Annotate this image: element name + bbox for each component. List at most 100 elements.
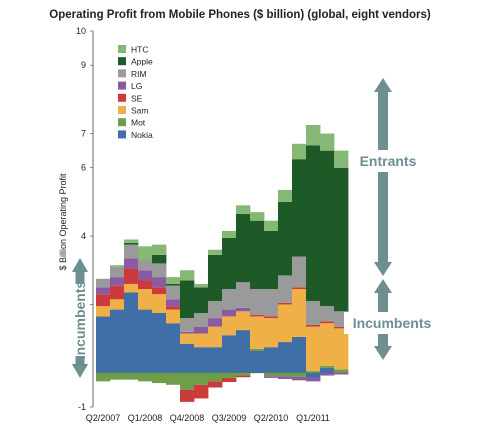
y-tick-label: 9	[81, 60, 86, 70]
bar-segment-sam	[222, 316, 237, 336]
bar-segment-nokia	[124, 292, 139, 373]
x-tick-label: Q1/2008	[128, 413, 163, 423]
incumbents-label-bg	[344, 312, 440, 334]
legend-label-se: SE	[131, 93, 143, 103]
x-tick-label: Q4/2008	[170, 413, 205, 423]
bar-segment-rim	[138, 260, 153, 271]
bar-segment-sam	[208, 326, 223, 348]
bar-segment-se	[306, 324, 321, 327]
bar-segment-htc	[194, 283, 209, 288]
bar-segment-rim	[278, 275, 293, 303]
bar-segment-se	[208, 381, 223, 388]
bar-segment-sam	[194, 333, 209, 348]
x-tick-label: Q2/2010	[254, 413, 289, 423]
bar-segment-sam	[180, 333, 195, 344]
y-tick-label: 7	[81, 129, 86, 139]
bar-segment-se	[194, 384, 209, 399]
legend-swatch-htc	[118, 45, 126, 53]
bar-segment-rim	[96, 278, 111, 288]
bar-segment-nokia	[166, 323, 181, 373]
bar-segment-lg	[124, 258, 139, 269]
bar-segment-se	[320, 321, 335, 324]
legend: HTC Apple RIM LG SE Sam Mot Nokia	[118, 45, 153, 140]
bar-segment-nokia	[250, 350, 265, 373]
bar-segment-rim	[222, 289, 237, 310]
bar-segment-mot	[152, 372, 167, 384]
bar-segment-nokia	[180, 343, 195, 373]
bar-segment-lg	[138, 270, 153, 281]
bar-segment-nokia	[194, 347, 209, 373]
bar-segment-htc	[334, 150, 349, 168]
bar-segment-htc	[292, 143, 307, 160]
bar-segment-nokia	[96, 316, 111, 373]
bar-segment-htc	[264, 220, 279, 231]
bar-segment-mot	[264, 372, 279, 377]
bar-segment-apple	[250, 220, 265, 290]
bar-segment-sam	[152, 294, 167, 313]
bar-segment-mot	[208, 372, 223, 382]
bar-segment-rim	[110, 266, 125, 278]
bar-segment-lg	[180, 331, 195, 334]
bar-segment-se	[292, 287, 307, 290]
bar-segment-mot	[278, 372, 293, 377]
bar-segment-nokia	[236, 330, 251, 373]
bar-segment-apple	[166, 283, 181, 286]
bar-segment-htc	[236, 205, 251, 214]
bar-segment-mot	[306, 371, 321, 373]
bar-segment-sam	[166, 309, 181, 324]
bar-segment-rim	[180, 318, 195, 332]
bar-segment-apple	[222, 237, 237, 290]
annotation-layer: Entrants Incumbents Incumbents	[71, 78, 440, 378]
bar-segment-mot	[292, 372, 307, 377]
x-tick-label: Q2/2007	[86, 413, 121, 423]
legend-label-sam: Sam	[131, 106, 148, 116]
bar-segment-htc	[152, 244, 167, 255]
axis-layer: -12467910$ Billion Operating ProfitQ2/20…	[58, 26, 348, 423]
bar-segment-htc	[320, 133, 335, 151]
legend-label-nokia: Nokia	[131, 130, 153, 140]
bar-segment-sam	[250, 316, 265, 349]
bar-segment-apple	[278, 201, 293, 276]
bar-segment-mot	[138, 372, 153, 382]
bar-segment-lg	[194, 326, 209, 334]
bar-segment-rim	[236, 282, 251, 308]
bar-segment-se	[180, 389, 195, 402]
bar-segment-apple	[264, 230, 279, 290]
bar-segment-mot	[166, 372, 181, 385]
y-tick-label: 10	[76, 26, 86, 36]
bar-segment-se	[110, 285, 125, 300]
legend-label-lg: LG	[131, 81, 142, 91]
bar-segment-rim	[166, 285, 181, 300]
bar-segment-sam	[306, 326, 321, 372]
bar-segment-htc	[208, 249, 223, 255]
bar-segment-mot	[236, 372, 251, 376]
bar-segment-nokia	[208, 347, 223, 373]
bar-segment-mot	[110, 372, 125, 380]
bar-segment-sam	[264, 318, 279, 348]
bar-segment-apple	[124, 242, 139, 245]
bar-segment-rim	[306, 301, 321, 325]
annotation-entrants: Entrants	[360, 153, 417, 169]
legend-swatch-apple	[118, 57, 126, 66]
bar-segment-apple	[334, 167, 349, 312]
bar-segment-sam	[138, 289, 153, 310]
legend-swatch-nokia	[118, 130, 126, 139]
bar-segment-rim	[320, 306, 335, 322]
bar-segment-lg	[166, 299, 181, 307]
bar-segment-apple	[180, 280, 195, 319]
legend-label-mot: Mot	[131, 118, 146, 128]
bar-segment-rim	[250, 289, 265, 315]
bar-segment-htc	[166, 277, 181, 284]
bar-segment-sam	[236, 311, 251, 331]
bar-segment-lg	[320, 372, 335, 376]
bar-segment-lg	[278, 376, 293, 379]
bar-segment-se	[236, 375, 251, 378]
bar-segment-htc	[306, 125, 321, 146]
bar-segment-mot	[250, 348, 265, 351]
bar-segment-nokia	[110, 309, 125, 373]
legend-label-htc: HTC	[131, 45, 148, 55]
bar-segment-nokia	[292, 336, 307, 373]
bar-segment-nokia	[306, 372, 321, 378]
bar-segment-lg	[110, 277, 125, 286]
